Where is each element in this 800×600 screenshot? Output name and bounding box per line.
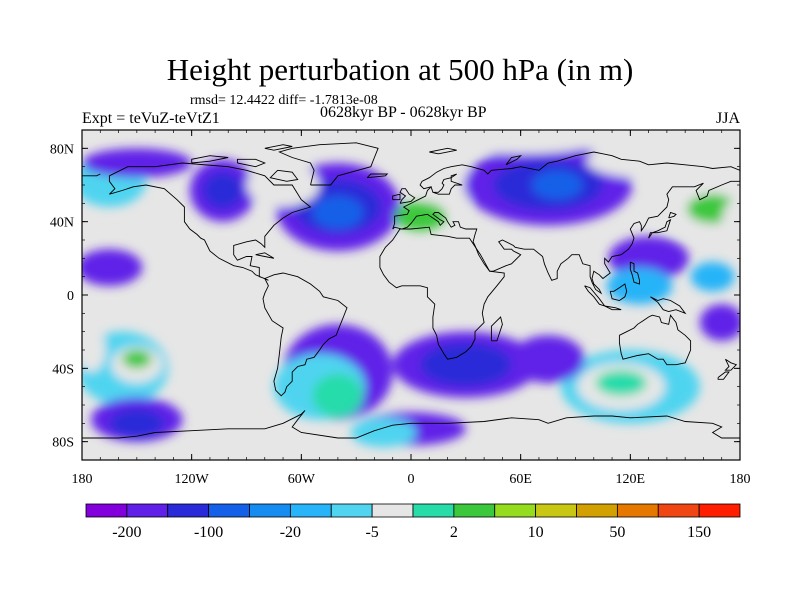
colorbar-swatch (698, 503, 741, 518)
period-label: 0628kyr BP - 0628kyr BP (320, 104, 487, 121)
coastline (668, 211, 677, 219)
anomaly-region (699, 304, 740, 341)
colorbar-swatch (289, 503, 332, 518)
coastlines (82, 142, 740, 439)
season-label: JJA (715, 110, 740, 127)
coastline (379, 226, 505, 360)
colorbar-label: 50 (609, 524, 625, 541)
colorbar-label: 10 (528, 524, 544, 541)
colorbar-label: -200 (112, 524, 141, 541)
colorbar-label: 150 (687, 524, 711, 541)
colorbar-swatch (453, 503, 496, 518)
anomaly-region (420, 342, 512, 387)
coastline (609, 283, 628, 301)
colorbar-label: -100 (194, 524, 223, 541)
anomaly-region (606, 267, 673, 305)
coastline (82, 173, 101, 177)
coastline (629, 261, 640, 285)
colorbar-swatch (126, 503, 169, 518)
x-tick-label: 120E (616, 472, 646, 487)
plot-title: Height perturbation at 500 hPa (in m) (166, 52, 634, 87)
y-tick-label: 40N (50, 216, 74, 231)
colorbar-swatch (371, 503, 414, 518)
coastline (255, 252, 275, 259)
anomaly-region (414, 161, 481, 209)
coastline (399, 188, 416, 204)
x-tick-label: 60E (509, 472, 532, 487)
coastline (429, 147, 457, 155)
coastline (82, 410, 740, 439)
anomaly-region (122, 350, 152, 369)
colorbar-swatch (167, 503, 210, 518)
y-tick-label: 80N (50, 142, 74, 157)
map-axes: 180 120W 60W 0 60E 120E 180 80N 40N 0 40S 80S (50, 129, 751, 487)
coastline (108, 162, 312, 281)
coastline (392, 180, 740, 295)
anomaly-region (82, 249, 143, 286)
coastline (724, 358, 738, 371)
anomaly-region (82, 328, 106, 372)
colorbar-swatch (535, 503, 577, 518)
colorbar-label: -20 (280, 524, 301, 541)
anomaly-region (82, 148, 192, 178)
coastline (648, 218, 672, 239)
x-tick-label: 60W (288, 472, 316, 487)
anomaly-region (202, 172, 243, 209)
anomaly-region (312, 196, 364, 229)
anomaly-region (511, 335, 585, 383)
anomaly-region (595, 370, 647, 396)
colorbar-swatch (249, 503, 291, 518)
colorbar-swatch (616, 503, 659, 518)
coastline (650, 296, 687, 315)
colorbar-swatch (85, 503, 128, 518)
x-tick-label: 120W (175, 472, 210, 487)
coastline (278, 142, 379, 186)
colorbar-label: 2 (450, 524, 458, 541)
anomaly-region (531, 170, 583, 200)
anomaly-region (312, 373, 364, 418)
colorbar-swatch (657, 503, 700, 518)
coastline (236, 158, 267, 168)
anomaly-region (447, 131, 594, 154)
coastline (366, 173, 389, 179)
colorbar-swatch (330, 503, 373, 518)
coastline (618, 314, 692, 366)
coastline (269, 169, 299, 182)
coastline (191, 155, 229, 164)
anomaly-region (394, 201, 446, 231)
coastline (264, 144, 293, 151)
anomaly-region (690, 262, 735, 292)
experiment-label: Expt = teVuZ-teVtZ1 (82, 110, 220, 127)
anomaly-region (109, 408, 165, 439)
y-tick-label: 40S (52, 362, 74, 377)
colorbar-swatch (494, 503, 537, 518)
coastline (262, 272, 348, 397)
colorbar-swatch (208, 503, 250, 518)
colorbar-swatch (576, 503, 618, 518)
stats-label: rmsd= 12.4422 diff= -1.7813e-08 (190, 93, 378, 108)
anomaly-region (721, 199, 740, 244)
coastline (392, 193, 401, 201)
coastline (505, 154, 523, 166)
y-tick-label: 0 (67, 289, 74, 304)
anomaly-region (350, 417, 417, 448)
coastline (717, 371, 730, 380)
x-tick-label: 180 (72, 472, 93, 487)
x-tick-label: 180 (730, 472, 751, 487)
coastline (604, 305, 622, 311)
x-tick-label: 0 (408, 472, 415, 487)
coastline (392, 151, 740, 230)
y-tick-label: 80S (52, 436, 74, 451)
colorbar-swatch (412, 503, 455, 518)
colorbar-label: -5 (365, 524, 378, 541)
coastline (490, 316, 503, 342)
anomaly-region (586, 142, 733, 180)
coastline (584, 285, 606, 307)
